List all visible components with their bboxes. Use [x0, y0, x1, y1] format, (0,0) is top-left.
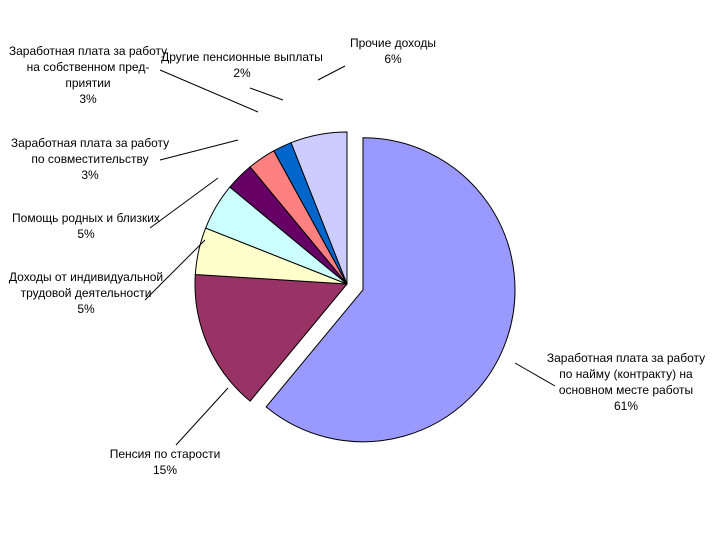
slice-label-line: Заработная плата за работу [547, 351, 705, 365]
slice-percent: 15% [153, 463, 177, 477]
slice-label-line: Доходы от индивидуальной [9, 270, 163, 284]
slice-percent: 3% [81, 168, 99, 182]
slice-percent: 5% [77, 302, 95, 316]
leader-line-4 [159, 139, 239, 161]
slice-percent: 6% [384, 52, 402, 66]
slice-label-line: на собственном пред- [27, 60, 150, 74]
pie-slice-7 [290, 131, 348, 285]
slice-label-line: Помощь родных и близких [12, 211, 160, 225]
slice-label-line: Прочие доходы [350, 36, 436, 50]
leader-line-5 [159, 69, 259, 113]
leader-line-3 [149, 177, 219, 229]
leader-line-2 [144, 239, 206, 301]
slice-label-2: Доходы от индивидуальной трудовой деятель… [9, 270, 163, 316]
leader-line-7 [317, 65, 346, 81]
pie-slice-1 [194, 273, 349, 402]
slice-label-line: Заработная плата за работу [11, 136, 169, 150]
leader-line-6 [249, 87, 284, 101]
slice-label-line: трудовой деятельности [21, 286, 152, 300]
slice-label-line: по найму (контракту) на [559, 367, 693, 381]
slice-label-4: Заработная плата за работу по совместител… [11, 136, 169, 182]
leader-line-0 [514, 362, 556, 387]
slice-label-line: основном месте работы [559, 383, 693, 397]
slice-label-3: Помощь родных и близких 5% [12, 211, 160, 241]
slice-label-line: Пенсия по старости [110, 447, 221, 461]
slice-label-1: Пенсия по старости 15% [110, 447, 221, 477]
slice-label-line: по совместительству [31, 152, 148, 166]
slice-label-0: Заработная плата за работу по найму (конт… [547, 351, 705, 413]
slice-label-5: Заработная плата за работу на собственном… [9, 44, 167, 106]
slice-percent: 61% [614, 399, 638, 413]
pie-slice-0 [265, 137, 516, 443]
slice-label-line: Другие пенсионные выплаты [161, 50, 323, 64]
leader-line-1 [175, 387, 229, 446]
slice-percent: 5% [77, 227, 95, 241]
slice-percent: 3% [79, 92, 97, 106]
slice-label-6: Другие пенсионные выплаты 2% [161, 50, 323, 80]
slice-label-line: приятии [65, 76, 110, 90]
slice-percent: 2% [233, 66, 251, 80]
slice-label-line: Заработная плата за работу [9, 44, 167, 58]
slice-label-7: Прочие доходы 6% [350, 36, 436, 66]
